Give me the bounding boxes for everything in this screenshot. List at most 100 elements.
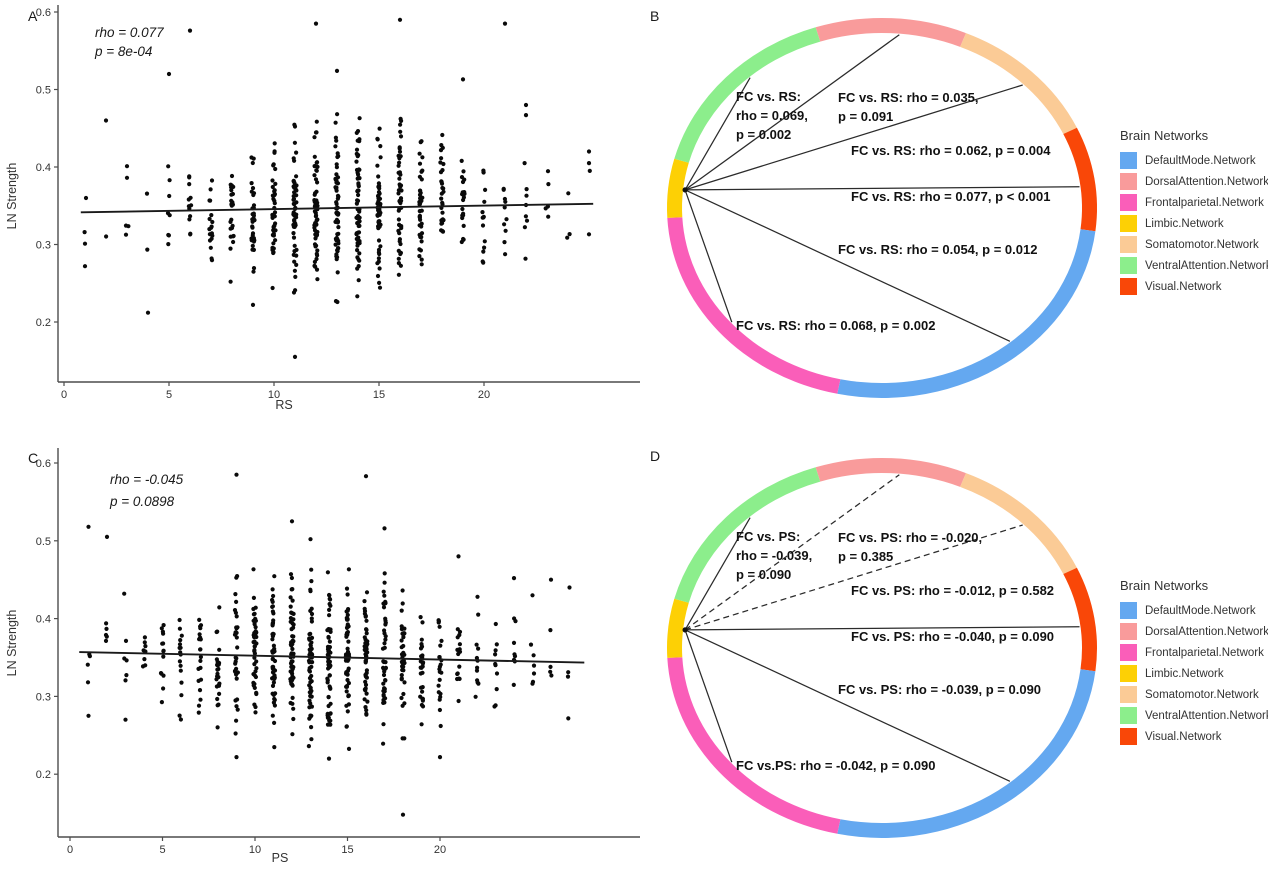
data-point <box>234 755 239 760</box>
data-point <box>345 632 350 637</box>
data-point <box>177 617 182 623</box>
data-point <box>290 732 295 737</box>
ring-segment-dorsalattention <box>815 458 966 487</box>
data-point <box>461 236 466 242</box>
data-point <box>272 201 277 206</box>
data-point <box>326 695 331 700</box>
data-point <box>179 680 184 685</box>
data-point <box>271 666 276 672</box>
data-point <box>418 615 423 620</box>
data-point <box>189 203 194 208</box>
data-point <box>493 621 498 627</box>
data-point <box>378 144 383 149</box>
data-point <box>355 188 361 193</box>
data-point <box>480 259 485 264</box>
data-point <box>252 644 257 649</box>
connection-line-ventralattention <box>684 77 751 191</box>
connection-line-frontalparietal <box>684 189 733 323</box>
connection-line-defaultmode <box>684 189 1011 342</box>
data-point <box>142 640 147 645</box>
data-point <box>419 198 424 203</box>
data-point <box>398 251 403 257</box>
data-point <box>586 161 592 166</box>
data-point <box>400 588 405 593</box>
data-point <box>270 599 275 605</box>
data-point <box>126 224 131 229</box>
data-point <box>315 253 320 258</box>
data-point <box>177 659 182 664</box>
data-point <box>254 690 259 696</box>
data-point <box>419 722 424 727</box>
data-point <box>271 593 276 599</box>
data-point <box>251 612 256 617</box>
data-point <box>376 238 382 243</box>
data-point <box>270 212 275 217</box>
legend-swatch <box>1120 173 1137 190</box>
legend-swatch <box>1120 707 1137 724</box>
data-point <box>209 213 214 218</box>
data-point <box>82 241 88 246</box>
data-point <box>209 236 214 241</box>
data-point <box>382 628 387 633</box>
x-tick-label: 15 <box>341 844 353 856</box>
data-point <box>161 641 166 646</box>
data-point <box>494 642 499 647</box>
data-point <box>440 185 445 191</box>
data-point <box>326 635 331 640</box>
legend-item-dorsalattention: DorsalAttention.Network <box>1120 621 1268 642</box>
data-point <box>308 537 313 542</box>
data-point <box>294 150 299 155</box>
data-point <box>253 710 258 715</box>
data-point <box>251 606 256 612</box>
hub-node-limbic <box>682 627 688 633</box>
data-point <box>313 214 318 219</box>
data-point <box>314 168 319 173</box>
data-point <box>459 158 464 163</box>
x-tick-label: 5 <box>166 389 172 401</box>
connection-line-defaultmode <box>684 629 1011 782</box>
data-point <box>327 627 332 632</box>
data-point <box>457 642 462 647</box>
data-point <box>437 667 442 672</box>
data-point <box>161 654 166 659</box>
data-point <box>161 623 166 628</box>
data-point <box>166 233 171 238</box>
data-point <box>438 170 444 175</box>
legend-item-visual: Visual.Network <box>1120 276 1266 297</box>
data-point <box>294 262 299 267</box>
data-point <box>419 169 424 174</box>
data-point <box>315 248 320 253</box>
data-point <box>272 192 277 198</box>
y-axis-title: LN Strength <box>5 610 19 677</box>
data-point <box>198 658 203 664</box>
ring-segment-frontalparietal <box>667 657 841 834</box>
panel-c-scatter: 0 5 10 15 20 0.2 0.3 0.4 0.5 0.6 PS LN Strength rho … <box>5 448 640 865</box>
data-point <box>523 102 529 108</box>
data-point <box>308 608 313 614</box>
data-point <box>364 590 370 595</box>
data-point <box>346 639 351 644</box>
data-point <box>363 613 368 619</box>
data-point <box>362 635 367 640</box>
data-point <box>165 211 171 216</box>
legend-items: DefaultMode.Network DorsalAttention.Netwo… <box>1120 150 1268 297</box>
legend-brain-networks-b: Brain Networks DefaultMode.Network Dorsal… <box>1120 128 1268 297</box>
data-point <box>308 650 313 655</box>
data-point <box>273 238 278 243</box>
data-point <box>504 217 509 222</box>
data-point <box>512 654 518 659</box>
data-point <box>397 199 402 204</box>
y-tick-label: 0.6 <box>36 7 51 19</box>
ring-segment-visual <box>1063 127 1098 232</box>
data-point <box>309 725 314 730</box>
data-point <box>483 187 488 192</box>
data-point <box>377 126 382 131</box>
data-point <box>355 248 360 253</box>
scatter-points <box>85 472 572 817</box>
data-point <box>417 151 422 156</box>
data-point <box>335 211 341 216</box>
data-point <box>309 579 314 584</box>
data-point <box>229 198 234 203</box>
data-point <box>294 188 299 193</box>
